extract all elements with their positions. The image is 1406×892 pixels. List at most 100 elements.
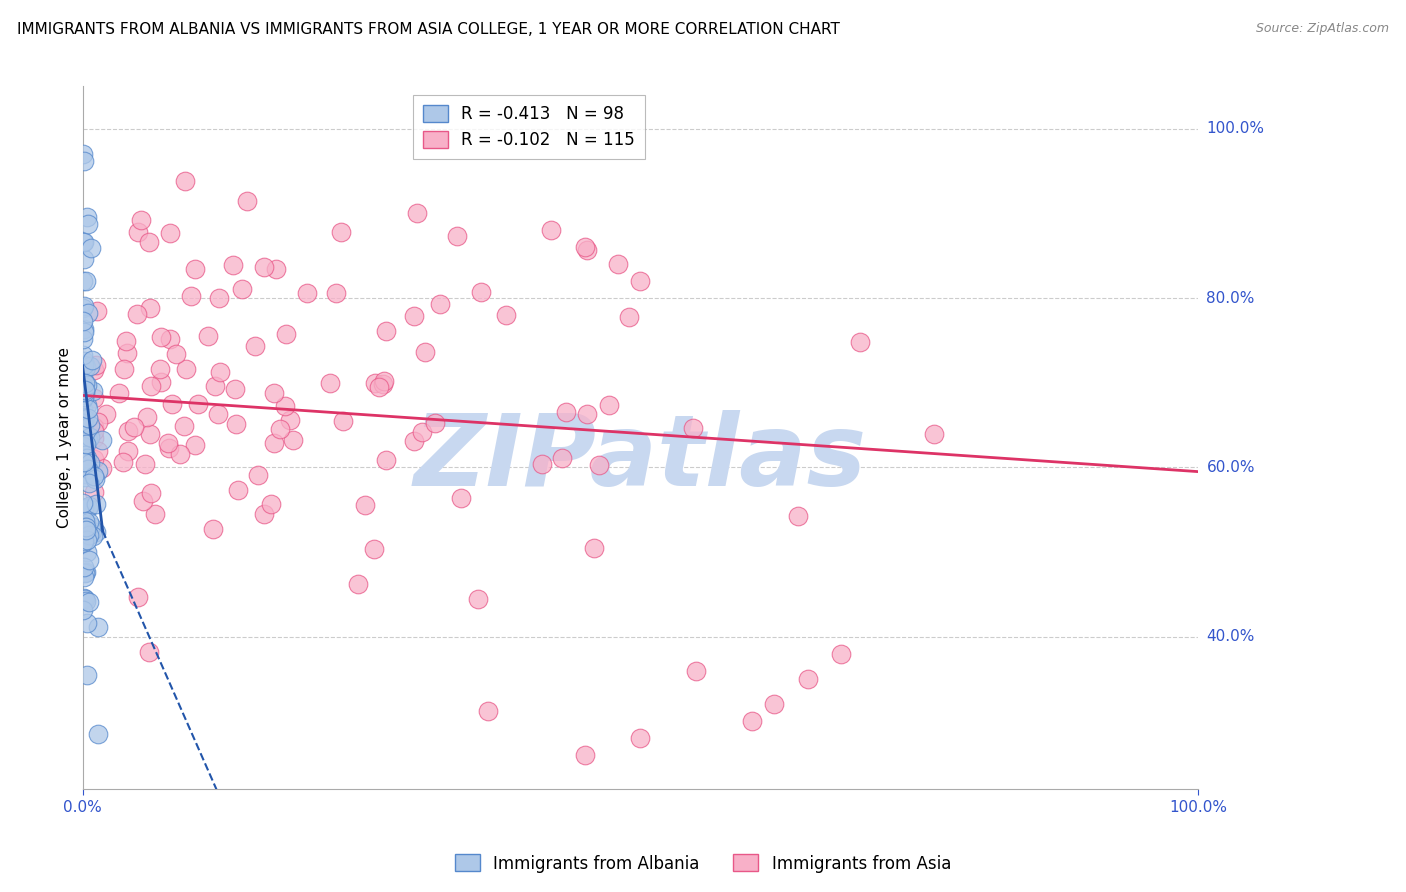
Point	[76, 399, 98, 413]
Point	[72, 401, 94, 416]
Point	[574, 240, 596, 254]
Point	[72, 348, 94, 362]
Point	[72, 358, 94, 372]
Point	[76, 545, 98, 559]
Point	[470, 285, 492, 299]
Point	[83, 485, 105, 500]
Point	[260, 497, 283, 511]
Point	[73, 448, 96, 462]
Point	[77, 528, 100, 542]
Point	[75, 523, 97, 537]
Point	[347, 576, 370, 591]
Point	[73, 566, 96, 580]
Point	[75, 519, 97, 533]
Point	[550, 450, 572, 465]
Point	[415, 345, 437, 359]
Point	[763, 698, 786, 712]
Point	[446, 229, 468, 244]
Point	[180, 289, 202, 303]
Point	[159, 226, 181, 240]
Point	[94, 407, 117, 421]
Point	[423, 417, 446, 431]
Point	[202, 522, 225, 536]
Point	[208, 291, 231, 305]
Point	[72, 370, 94, 384]
Point	[91, 433, 114, 447]
Point	[75, 469, 97, 483]
Point	[741, 714, 763, 729]
Point	[83, 424, 105, 438]
Point	[84, 497, 107, 511]
Point	[117, 444, 139, 458]
Point	[73, 385, 96, 400]
Point	[354, 499, 377, 513]
Point	[82, 384, 104, 398]
Point	[374, 324, 396, 338]
Point	[73, 235, 96, 249]
Point	[363, 541, 385, 556]
Point	[402, 434, 425, 449]
Point	[174, 361, 197, 376]
Point	[75, 437, 97, 451]
Point	[477, 704, 499, 718]
Point	[79, 456, 101, 470]
Point	[375, 453, 398, 467]
Point	[364, 376, 387, 391]
Point	[73, 533, 96, 548]
Point	[576, 408, 599, 422]
Point	[75, 467, 97, 481]
Point	[75, 594, 97, 608]
Point	[72, 438, 94, 452]
Point	[555, 405, 578, 419]
Y-axis label: College, 1 year or more: College, 1 year or more	[58, 347, 72, 528]
Point	[77, 516, 100, 530]
Point	[169, 446, 191, 460]
Point	[540, 223, 562, 237]
Point	[125, 307, 148, 321]
Point	[82, 528, 104, 542]
Point	[132, 493, 155, 508]
Point	[84, 472, 107, 486]
Point	[72, 379, 94, 393]
Point	[283, 433, 305, 447]
Point	[138, 301, 160, 315]
Point	[72, 314, 94, 328]
Point	[77, 402, 100, 417]
Point	[77, 500, 100, 515]
Point	[830, 647, 852, 661]
Point	[84, 358, 107, 372]
Point	[77, 553, 100, 567]
Point	[72, 383, 94, 397]
Point	[72, 454, 94, 468]
Point	[367, 380, 389, 394]
Point	[87, 464, 110, 478]
Point	[72, 301, 94, 316]
Point	[83, 362, 105, 376]
Point	[72, 602, 94, 616]
Point	[75, 565, 97, 579]
Point	[150, 375, 173, 389]
Point	[243, 339, 266, 353]
Point	[138, 645, 160, 659]
Point	[207, 407, 229, 421]
Point	[73, 410, 96, 425]
Point	[226, 483, 249, 497]
Point	[77, 306, 100, 320]
Point	[83, 431, 105, 445]
Point	[264, 262, 287, 277]
Point	[86, 443, 108, 458]
Point	[318, 376, 340, 390]
Point	[72, 392, 94, 407]
Point	[76, 533, 98, 547]
Point	[76, 668, 98, 682]
Point	[269, 422, 291, 436]
Point	[796, 672, 818, 686]
Point	[72, 362, 94, 376]
Point	[73, 390, 96, 404]
Point	[231, 282, 253, 296]
Point	[73, 455, 96, 469]
Text: 80.0%: 80.0%	[1206, 291, 1254, 306]
Point	[253, 507, 276, 521]
Point	[83, 468, 105, 483]
Point	[329, 225, 352, 239]
